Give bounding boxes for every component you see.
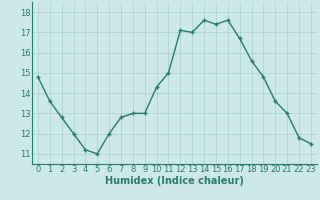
X-axis label: Humidex (Indice chaleur): Humidex (Indice chaleur) — [105, 176, 244, 186]
